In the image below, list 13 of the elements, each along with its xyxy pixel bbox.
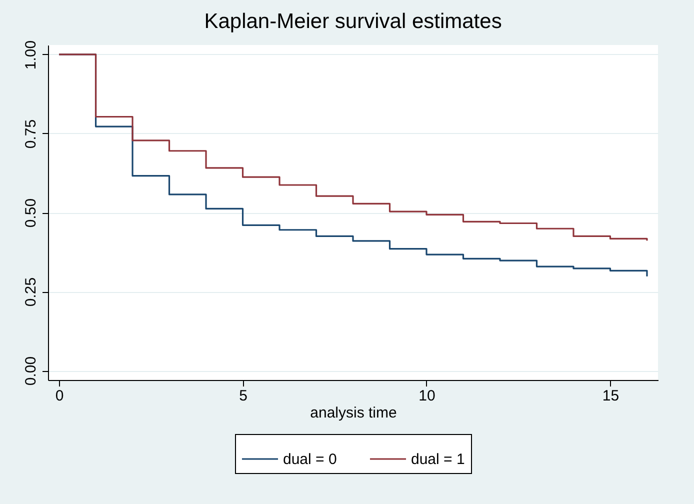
legend-label: dual = 1 <box>411 451 465 468</box>
x-tick-label: 10 <box>418 388 436 404</box>
y-tick-label: 0.50 <box>22 198 40 228</box>
y-tick-label: 0.75 <box>22 119 40 149</box>
y-tick-label: 0.00 <box>22 356 40 386</box>
x-tick-label: 5 <box>239 388 248 404</box>
legend-label: dual = 0 <box>283 451 337 468</box>
y-tick-label: 1.00 <box>22 40 40 70</box>
x-axis-title: analysis time <box>310 404 397 422</box>
y-tick-label: 0.25 <box>22 277 40 307</box>
x-tick-label: 0 <box>55 388 64 404</box>
x-tick-label: 15 <box>602 388 620 404</box>
chart-title: Kaplan-Meier survival estimates <box>204 10 502 33</box>
